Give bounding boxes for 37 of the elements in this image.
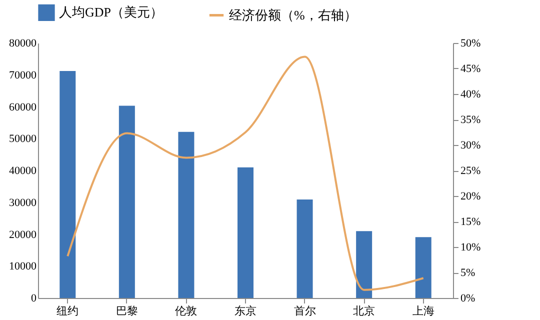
x-tick-label: 首尔: [294, 306, 316, 318]
y2-tick-label: 10%: [460, 242, 481, 254]
x-tick-label: 东京: [234, 304, 256, 318]
y2-tick-label: 20%: [460, 190, 481, 202]
y2-tick-label: 5%: [460, 267, 476, 279]
y2-tick-label: 30%: [460, 140, 481, 152]
legend-label: 人均GDP（美元）: [59, 4, 164, 20]
bar: [356, 231, 372, 298]
y2-tick-label: 0%: [460, 292, 476, 304]
line-series: [66, 56, 424, 291]
bar: [415, 237, 432, 298]
x-tick-label: 纽约: [56, 306, 79, 318]
y-tick-label: 60000: [9, 101, 37, 114]
y-tick-label: 0: [31, 292, 37, 304]
y-tick-label: 30000: [9, 196, 37, 209]
x-tick-label: 上海: [412, 304, 434, 318]
bar: [178, 132, 194, 298]
y-tick-label: 70000: [9, 69, 37, 82]
y2-tick-label: 25%: [460, 165, 481, 177]
bar: [60, 71, 76, 298]
y-tick-label: 20000: [9, 228, 37, 241]
x-tick-label: 北京: [353, 304, 376, 318]
y-tick-label: 80000: [9, 38, 37, 50]
legend-label: 经济份额（%，右轴）: [229, 7, 357, 22]
x-tick-label: 巴黎: [116, 306, 138, 318]
y2-tick-label: 50%: [460, 38, 481, 50]
y2-tick-label: 35%: [460, 114, 481, 126]
y-tick-label: 50000: [9, 133, 37, 146]
y-tick-label: 10000: [9, 260, 37, 273]
y2-tick-label: 45%: [460, 63, 481, 75]
bar: [296, 200, 313, 298]
y-tick-label: 40000: [9, 165, 37, 177]
x-tick-label: 伦敦: [175, 304, 198, 318]
y2-tick-label: 40%: [460, 88, 481, 100]
y2-tick-label: 15%: [460, 216, 481, 228]
bar: [118, 106, 135, 298]
bar: [238, 167, 254, 298]
